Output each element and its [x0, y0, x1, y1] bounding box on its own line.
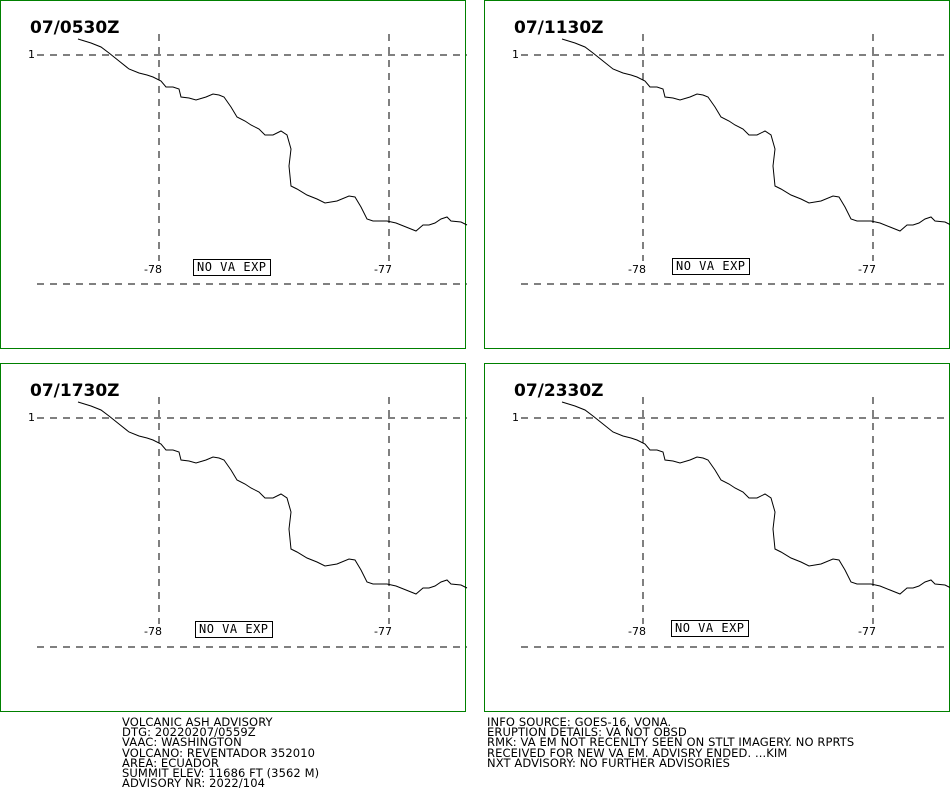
no-va-status-box: NO VA EXP	[195, 621, 273, 638]
coastline	[561, 401, 950, 595]
advisory-dtg: DTG: 20220207/0559Z	[122, 725, 256, 740]
no-va-status-box: NO VA EXP	[672, 258, 750, 275]
advisory-eruption-details: ERUPTION DETAILS: VA NOT OBSD	[487, 725, 687, 740]
advisory-title: VOLCANIC ASH ADVISORY	[122, 715, 273, 729]
lon-label-west: -78	[628, 625, 646, 638]
panel-time-label: 07/0530Z	[30, 18, 120, 38]
advisory-next: NXT ADVISORY: NO FURTHER ADVISORIES	[487, 755, 731, 770]
lon-label-west: -78	[144, 263, 162, 276]
lat-label: 1	[512, 411, 519, 424]
map-panel-4: 07/2330Z 1 -78 -77 NO VA EXP	[484, 363, 950, 712]
lat-label: 1	[512, 48, 519, 61]
coastline	[77, 38, 468, 232]
advisory-remarks-cont: RECEIVED FOR NEW VA EM. ADVISRY ENDED. .…	[487, 745, 788, 760]
no-va-status-box: NO VA EXP	[671, 620, 749, 637]
panel-time-label: 07/1130Z	[514, 18, 604, 38]
map-canvas	[37, 397, 468, 648]
map-panel-3: 07/1730Z 1 -78 -77 NO VA EXP	[0, 363, 468, 712]
advisory-vaac: VAAC: WASHINGTON	[122, 735, 242, 750]
lon-label-east: -77	[374, 625, 392, 638]
lat-label: 1	[28, 411, 35, 424]
advisory-header-text: VOLCANIC ASH ADVISORY DTG: 20220207/0559…	[122, 715, 320, 791]
advisory-number: ADVISORY NR: 2022/104	[122, 776, 266, 791]
advisory-info-source: INFO SOURCE: GOES-16, VONA.	[487, 715, 672, 729]
panel-time-label: 07/1730Z	[30, 381, 120, 401]
no-va-status-box: NO VA EXP	[193, 259, 271, 276]
lon-label-east: -77	[374, 263, 392, 276]
lon-label-east: -77	[858, 625, 876, 638]
lon-label-east: -77	[858, 263, 876, 276]
advisory-area: AREA: ECUADOR	[122, 755, 220, 770]
advisory-details-text: INFO SOURCE: GOES-16, VONA. ERUPTION DET…	[487, 715, 855, 770]
panel-time-label: 07/2330Z	[514, 381, 604, 401]
map-panel-1: 07/0530Z 1 -78 -77 NO VA EXP	[0, 0, 468, 349]
advisory-summit-elev: SUMMIT ELEV: 11686 FT (3562 M)	[122, 765, 320, 780]
coastline	[77, 401, 468, 595]
map-panel-2: 07/1130Z 1 -78 -77 NO VA EXP	[484, 0, 950, 349]
map-canvas	[521, 397, 950, 648]
advisory-remarks: RMK: VA EM NOT RECENLTY SEEN ON STLT IMA…	[487, 735, 855, 750]
coastline	[561, 38, 950, 232]
map-canvas	[521, 34, 950, 285]
lon-label-west: -78	[144, 625, 162, 638]
lat-label: 1	[28, 48, 35, 61]
lon-label-west: -78	[628, 263, 646, 276]
map-canvas	[37, 34, 468, 285]
advisory-volcano: VOLCANO: REVENTADOR 352010	[122, 745, 316, 760]
